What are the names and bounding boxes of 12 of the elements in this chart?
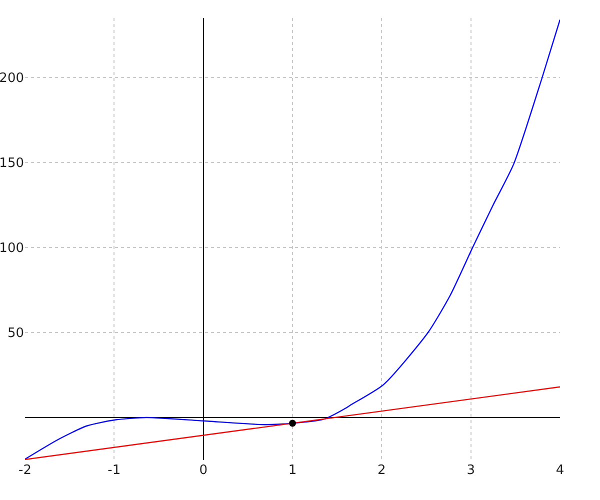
x-tick-label: 2 — [378, 463, 386, 478]
y-tick-label: 150 — [0, 156, 24, 172]
line-series — [25, 19, 560, 460]
x-tick-label: -2 — [18, 463, 32, 478]
x-tick-label: 4 — [556, 463, 564, 478]
y-tick-label: 200 — [0, 71, 24, 86]
x-tick-label: -1 — [108, 463, 121, 478]
x-tick-label: 3 — [466, 463, 475, 478]
y-tick-label: 100 — [0, 241, 24, 256]
y-tick-label: 50 — [7, 326, 24, 342]
x-tick-label: 0 — [199, 463, 208, 478]
x-tick-label: 1 — [288, 463, 297, 478]
